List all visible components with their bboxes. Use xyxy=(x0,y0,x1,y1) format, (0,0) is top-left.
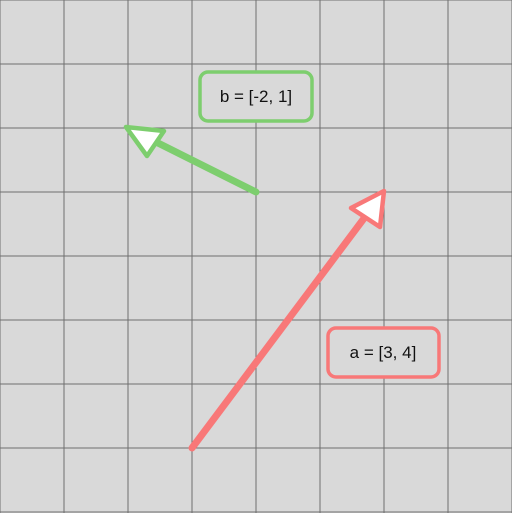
vector-b: b = [-2, 1] xyxy=(123,70,314,196)
vector-b-label-box xyxy=(198,70,314,123)
vector-a-label-box xyxy=(326,326,441,379)
vector-b-shaft xyxy=(148,136,260,196)
vector-b-arrowhead xyxy=(123,124,167,159)
vector-a: a = [3, 4] xyxy=(188,188,441,452)
vector-a-shaft xyxy=(188,209,372,452)
vector-a-label: a = [3, 4] xyxy=(350,343,417,362)
vector-a-arrowhead xyxy=(348,188,387,230)
vector-b-label: b = [-2, 1] xyxy=(220,87,292,106)
